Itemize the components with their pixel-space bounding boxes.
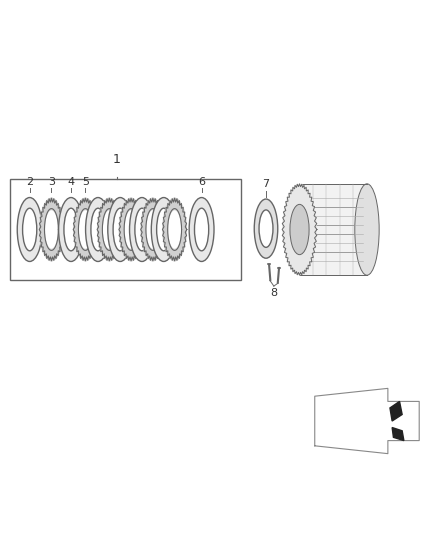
Ellipse shape <box>168 211 181 249</box>
Ellipse shape <box>157 208 171 251</box>
Ellipse shape <box>146 211 159 249</box>
Ellipse shape <box>39 198 64 262</box>
Ellipse shape <box>290 204 309 255</box>
Ellipse shape <box>85 198 110 262</box>
Polygon shape <box>390 401 402 421</box>
Bar <box>10 180 241 279</box>
Ellipse shape <box>59 198 84 262</box>
Ellipse shape <box>125 211 138 249</box>
Ellipse shape <box>254 199 278 258</box>
Ellipse shape <box>151 198 176 262</box>
Ellipse shape <box>108 198 133 262</box>
Text: 3: 3 <box>48 177 55 187</box>
Ellipse shape <box>17 198 42 262</box>
Bar <box>300 184 367 275</box>
Text: 6: 6 <box>198 177 205 187</box>
Ellipse shape <box>91 208 105 251</box>
Ellipse shape <box>103 211 116 249</box>
Ellipse shape <box>135 208 149 251</box>
Text: 5: 5 <box>82 177 89 187</box>
Ellipse shape <box>45 211 58 249</box>
Ellipse shape <box>189 198 214 262</box>
Ellipse shape <box>119 198 144 262</box>
Text: 1: 1 <box>113 154 120 166</box>
Text: 2: 2 <box>26 177 33 187</box>
Text: 4: 4 <box>67 177 74 187</box>
Polygon shape <box>392 427 404 441</box>
Ellipse shape <box>259 210 273 247</box>
Ellipse shape <box>130 198 155 262</box>
Ellipse shape <box>23 208 37 251</box>
Text: 8: 8 <box>270 288 277 298</box>
Ellipse shape <box>141 198 165 262</box>
Text: 7: 7 <box>262 180 269 189</box>
Ellipse shape <box>79 211 92 249</box>
Ellipse shape <box>113 208 127 251</box>
Ellipse shape <box>355 184 379 275</box>
Ellipse shape <box>282 184 317 275</box>
Ellipse shape <box>73 198 98 262</box>
Ellipse shape <box>97 198 122 262</box>
Ellipse shape <box>162 198 187 262</box>
Ellipse shape <box>64 208 78 251</box>
Ellipse shape <box>194 208 208 251</box>
